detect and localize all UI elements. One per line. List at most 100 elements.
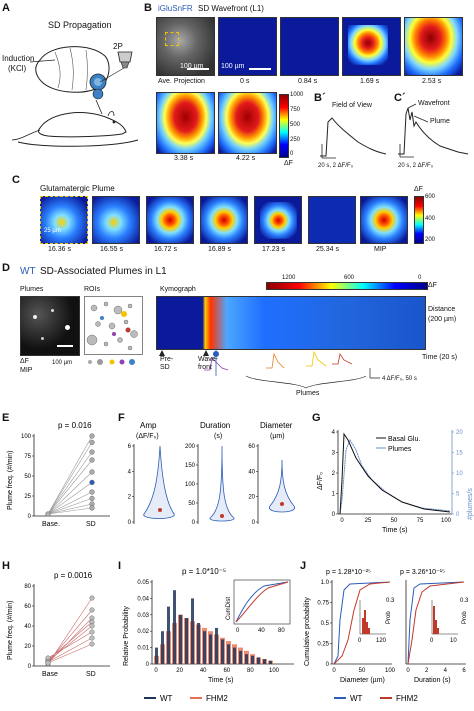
- i-bar-wt: [179, 614, 182, 664]
- j-xtick2-2: 4: [444, 668, 448, 674]
- j-xtick2-1: 2: [425, 668, 429, 674]
- b-label-2: 1.69 s: [360, 78, 380, 85]
- g-xtick-0: 0: [340, 518, 344, 524]
- c-label-6: MIP: [374, 246, 387, 253]
- d-plumes-label: Plumes: [20, 286, 44, 293]
- cp-scale: 20 s, 2 ΔF/F₀: [398, 163, 434, 169]
- f-violin-amp: [143, 445, 175, 519]
- g-ytick-0: 0: [332, 512, 336, 518]
- i-xtick-5: 100: [269, 668, 280, 674]
- i-xtick-3: 60: [223, 668, 230, 674]
- i-bar-wt: [215, 627, 218, 664]
- c-label-3: 16.89 s: [208, 246, 231, 253]
- c-frame-3: [146, 196, 194, 244]
- e-point: [89, 457, 95, 463]
- i-bar-wt: [161, 631, 164, 664]
- c-frame-5: [254, 196, 302, 244]
- j-xlabel-1: Diameter (µm): [340, 677, 385, 684]
- g-ytick2-2: 10: [456, 471, 463, 477]
- f-title-1: Duration: [200, 421, 230, 430]
- c-label-5: 25.34 s: [316, 246, 339, 253]
- d-kymograph: [156, 296, 426, 350]
- e-point: [89, 479, 95, 486]
- i-bar-wt: [269, 660, 272, 664]
- c-frame-mip: [360, 196, 408, 244]
- b-label-4: 3.38 s: [174, 155, 194, 162]
- i-chart: p = 1.0*10⁻⁵ Relative Probability 0 0.01 0…: [123, 567, 294, 684]
- f-title-2: Diameter: [260, 421, 293, 430]
- cp-trace: [398, 103, 469, 158]
- h-point-sd: [89, 623, 95, 629]
- j-ytick-4: 1.0: [321, 580, 330, 586]
- bp-title: Field of View: [332, 102, 372, 109]
- i-bar-wt: [197, 623, 200, 664]
- i-bar-wt: [185, 618, 188, 664]
- g-ytick-1: 1: [332, 492, 336, 498]
- h-xtick-0: Base: [42, 671, 58, 678]
- cp-plume: Plume: [430, 118, 450, 125]
- b-scale-2: 100 µm: [221, 63, 245, 70]
- bp-trace: [320, 117, 387, 159]
- f-ytick-dur-4: 200: [185, 444, 196, 450]
- b-avg-projection: [156, 17, 215, 76]
- f-violin-diameter: [269, 459, 295, 513]
- panel-a-title: SD Propagation: [48, 20, 112, 30]
- twop-label: 2P: [113, 42, 123, 51]
- i-xtick-1: 20: [176, 668, 183, 674]
- j-inset-x2-0: 0: [430, 638, 434, 644]
- e-point: [89, 439, 95, 446]
- d-cbar-tick-1200: 1200: [282, 275, 296, 281]
- b-cbar-unit: ΔF: [284, 160, 293, 167]
- d-rois-image: [84, 296, 143, 365]
- e-point: [89, 469, 95, 475]
- b-label-avg: Ave. Projection: [158, 78, 205, 85]
- legend-i: WT FHM2: [144, 694, 228, 703]
- i-bar-wt: [167, 606, 170, 664]
- d-plumes-brace: Plumes: [296, 390, 320, 397]
- panel-j-letter: J: [300, 560, 307, 572]
- j-wt-diameter: [333, 581, 391, 665]
- j-fhm2-duration: [407, 581, 465, 665]
- g-xtick-4: 100: [441, 518, 452, 524]
- e-point: [89, 495, 95, 502]
- panel-i-letter: I: [118, 560, 122, 572]
- f-ytick-amp-3: 6: [128, 444, 132, 450]
- j-chart: p = 1.28*10⁻²⁵ p = 3.26*10⁻¹⁵ Cumulative…: [304, 569, 469, 684]
- cp-wavefront: Wavefront: [418, 100, 450, 107]
- i-xtick-2: 40: [200, 668, 207, 674]
- d-wavefront: Wave-: [198, 356, 218, 363]
- c-cbar-tick-200: 200: [425, 237, 436, 243]
- induction-label: Induction: [2, 54, 35, 63]
- j-ytick-0: 0: [326, 662, 330, 668]
- b-frame-338s: [156, 92, 215, 154]
- j-ytick-3: 0.75: [317, 601, 329, 607]
- b-frame-253s: [404, 17, 463, 76]
- f-ytick-amp-0: 0: [128, 520, 132, 526]
- d-kymo-traces: [159, 348, 380, 389]
- c-label-4: 17.23 s: [262, 246, 285, 253]
- g-ytick-4: 4: [332, 430, 336, 436]
- f-unit-1: (s): [214, 433, 222, 440]
- c-label-0: 16.36 s: [48, 246, 71, 253]
- i-bar-wt: [227, 644, 230, 664]
- e-ylabel: Plume freq. (#/min): [7, 450, 14, 510]
- e-point: [89, 449, 95, 455]
- g-legend-1: Plumes: [388, 446, 412, 453]
- c-cbar-unit: ΔF: [414, 186, 423, 193]
- f-ytick-dia-1: 20: [248, 495, 255, 501]
- j-xtick1-1: 50: [359, 668, 366, 674]
- i-bar-wt: [155, 647, 158, 664]
- i-ytick-3: 0.03: [137, 613, 149, 619]
- b-cbar-tick-0: 0: [290, 151, 294, 157]
- kcl-label: (KCl): [8, 64, 27, 73]
- i-bar-wt: [209, 634, 212, 664]
- d-plumes-image: [20, 296, 80, 356]
- h-xtick-1: SD: [86, 671, 96, 678]
- h-point-sd: [89, 607, 95, 613]
- i-inset-xtick-1: 40: [258, 628, 265, 634]
- b-cbar-tick-250: 250: [290, 137, 301, 143]
- j-xtick1-2: 100: [385, 668, 396, 674]
- d-cbar-tick-600: 600: [344, 275, 355, 281]
- j-inset-x1-0: 0: [358, 638, 362, 644]
- e-ytick-0: 0: [28, 514, 32, 520]
